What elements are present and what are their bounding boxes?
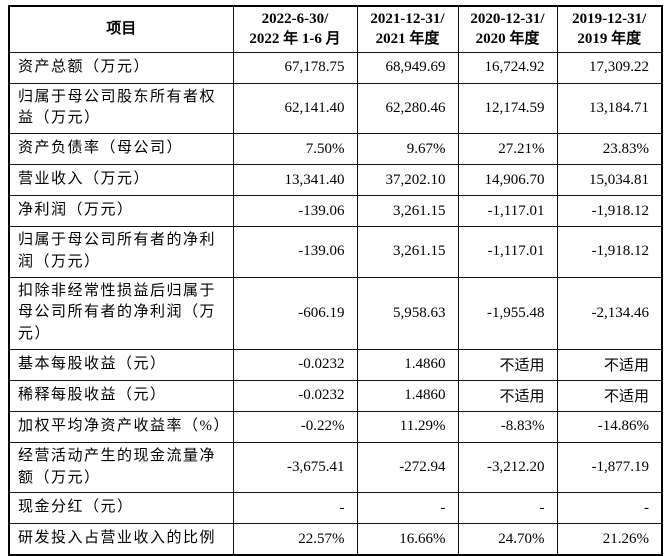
cell-value: 16,724.92	[457, 51, 558, 84]
header-period-2022: 2022-6-30/ 2022 年 1-6 月	[232, 5, 358, 53]
cell-value: -	[232, 492, 358, 525]
table-row-parent-net-profit: 归属于母公司所有者的净利润（万元） -139.06 3,261.15 -1,11…	[8, 226, 663, 278]
header-period-2020: 2020-12-31/ 2020 年度	[457, 5, 558, 53]
cell-value: 11.29%	[356, 410, 459, 443]
cell-value: -139.06	[232, 226, 358, 278]
cell-value: -1,955.48	[457, 276, 558, 350]
cell-value: -1,877.19	[556, 441, 663, 494]
cell-value: 9.67%	[356, 133, 459, 165]
cell-value: 7.50%	[232, 133, 358, 165]
cell-value: 68,949.69	[356, 51, 459, 84]
table-row-cash-dividend: 现金分红（元） - - - -	[8, 492, 663, 525]
row-label: 研发投入占营业收入的比例	[8, 523, 234, 556]
cell-value: -606.19	[232, 276, 358, 350]
table-row-rd-ratio: 研发投入占营业收入的比例 22.57% 16.66% 24.70% 21.26%	[8, 523, 663, 556]
cell-value: -1,117.01	[457, 226, 558, 278]
cell-value: -	[356, 492, 459, 525]
cell-value: -	[556, 492, 663, 525]
cell-value: 13,184.71	[556, 82, 663, 134]
row-label: 经营活动产生的现金流量净额（万元）	[8, 441, 234, 494]
cell-value: 不适用	[457, 379, 558, 412]
cell-value: -272.94	[356, 441, 459, 494]
cell-value: 23.83%	[556, 133, 663, 165]
cell-value: 1.4860	[356, 379, 459, 412]
cell-value: 1.4860	[356, 348, 459, 381]
financial-summary-table: 项目 2022-6-30/ 2022 年 1-6 月 2021-12-31/ 2…	[8, 5, 663, 556]
cell-value: 14,906.70	[457, 164, 558, 196]
cell-value: -8.83%	[457, 410, 558, 443]
row-label: 基本每股收益（元）	[8, 348, 234, 381]
table-row-operating-cash-flow: 经营活动产生的现金流量净额（万元） -3,675.41 -272.94 -3,2…	[8, 441, 663, 494]
cell-value: 16.66%	[356, 523, 459, 556]
table-row-net-profit-excl-nonrecurring: 扣除非经常性损益后归属于母公司所有者的净利润（万元） -606.19 5,958…	[8, 276, 663, 350]
cell-value: -0.22%	[232, 410, 358, 443]
cell-value: -0.0232	[232, 348, 358, 381]
cell-value: -1,918.12	[556, 195, 663, 227]
row-label: 资产负债率（母公司）	[8, 133, 234, 165]
table-row-debt-ratio: 资产负债率（母公司） 7.50% 9.67% 27.21% 23.83%	[8, 133, 663, 165]
header-period-2021: 2021-12-31/ 2021 年度	[356, 5, 459, 53]
cell-value: -	[457, 492, 558, 525]
table-row-diluted-eps: 稀释每股收益（元） -0.0232 1.4860 不适用 不适用	[8, 379, 663, 412]
table-row-basic-eps: 基本每股收益（元） -0.0232 1.4860 不适用 不适用	[8, 348, 663, 381]
header-period-2019: 2019-12-31/ 2019 年度	[556, 5, 663, 53]
cell-value: 3,261.15	[356, 195, 459, 227]
row-label: 加权平均净资产收益率（%）	[8, 410, 234, 443]
table-row-net-profit: 净利润（万元） -139.06 3,261.15 -1,117.01 -1,91…	[8, 195, 663, 227]
header-item: 项目	[8, 5, 234, 53]
row-label: 归属于母公司所有者的净利润（万元）	[8, 226, 234, 278]
row-label: 净利润（万元）	[8, 195, 234, 227]
cell-value: 21.26%	[556, 523, 663, 556]
cell-value: 不适用	[556, 379, 663, 412]
cell-value: -2,134.46	[556, 276, 663, 350]
table-row-parent-equity: 归属于母公司股东所有者权益（万元） 62,141.40 62,280.46 12…	[8, 82, 663, 134]
cell-value: -0.0232	[232, 379, 358, 412]
row-label: 归属于母公司股东所有者权益（万元）	[8, 82, 234, 134]
row-label: 营业收入（万元）	[8, 164, 234, 196]
table-row-revenue: 营业收入（万元） 13,341.40 37,202.10 14,906.70 1…	[8, 164, 663, 196]
cell-value: -1,918.12	[556, 226, 663, 278]
cell-value: -1,117.01	[457, 195, 558, 227]
cell-value: -14.86%	[556, 410, 663, 443]
row-label: 现金分红（元）	[8, 492, 234, 525]
cell-value: 27.21%	[457, 133, 558, 165]
cell-value: 12,174.59	[457, 82, 558, 134]
cell-value: -3,212.20	[457, 441, 558, 494]
table-header-row: 项目 2022-6-30/ 2022 年 1-6 月 2021-12-31/ 2…	[8, 5, 663, 53]
cell-value: 15,034.81	[556, 164, 663, 196]
table-row-weighted-roe: 加权平均净资产收益率（%） -0.22% 11.29% -8.83% -14.8…	[8, 410, 663, 443]
cell-value: -139.06	[232, 195, 358, 227]
cell-value: 17,309.22	[556, 51, 663, 84]
table-row-total-assets: 资产总额（万元） 67,178.75 68,949.69 16,724.92 1…	[8, 51, 663, 84]
row-label: 扣除非经常性损益后归属于母公司所有者的净利润（万元）	[8, 276, 234, 350]
row-label: 稀释每股收益（元）	[8, 379, 234, 412]
cell-value: -3,675.41	[232, 441, 358, 494]
cell-value: 不适用	[556, 348, 663, 381]
cell-value: 不适用	[457, 348, 558, 381]
cell-value: 62,141.40	[232, 82, 358, 134]
cell-value: 22.57%	[232, 523, 358, 556]
cell-value: 3,261.15	[356, 226, 459, 278]
cell-value: 62,280.46	[356, 82, 459, 134]
cell-value: 24.70%	[457, 523, 558, 556]
cell-value: 13,341.40	[232, 164, 358, 196]
row-label: 资产总额（万元）	[8, 51, 234, 84]
cell-value: 5,958.63	[356, 276, 459, 350]
cell-value: 67,178.75	[232, 51, 358, 84]
cell-value: 37,202.10	[356, 164, 459, 196]
